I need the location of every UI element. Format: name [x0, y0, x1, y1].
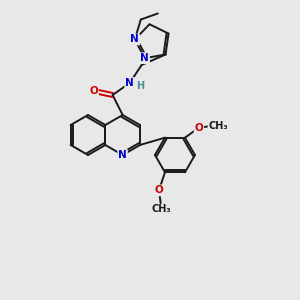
- Text: N: N: [118, 150, 127, 160]
- Text: N: N: [125, 78, 134, 88]
- Text: CH₃: CH₃: [151, 204, 171, 214]
- Text: CH₃: CH₃: [208, 121, 228, 131]
- Text: H: H: [136, 81, 145, 91]
- Text: O: O: [154, 185, 163, 195]
- Text: O: O: [89, 86, 98, 96]
- Text: O: O: [195, 123, 203, 133]
- Text: N: N: [130, 34, 139, 44]
- Text: N: N: [140, 53, 149, 63]
